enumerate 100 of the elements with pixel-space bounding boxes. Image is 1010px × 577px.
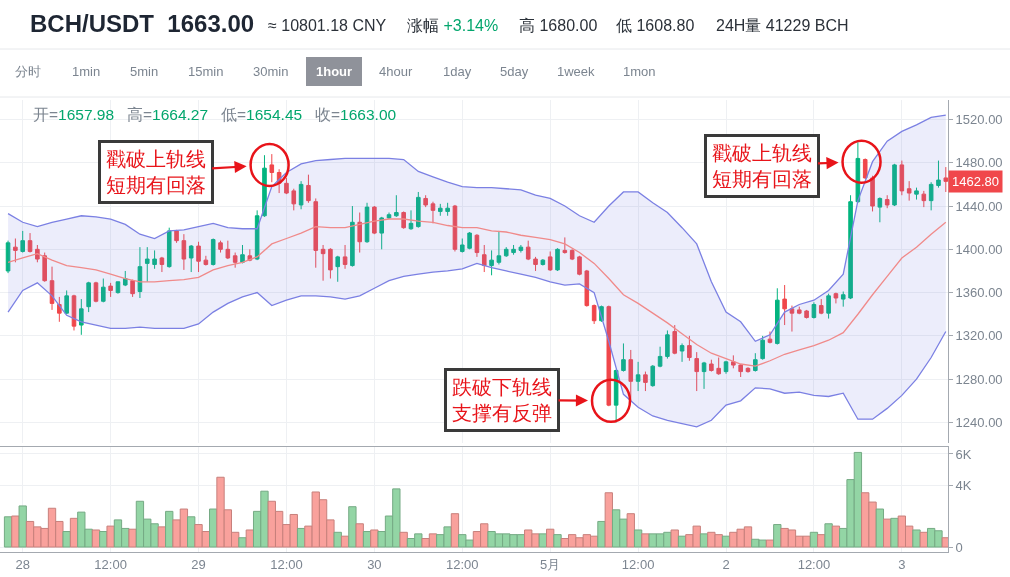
- candlestick: [569, 248, 575, 261]
- candlestick: [518, 244, 524, 254]
- candlestick: [152, 249, 157, 270]
- bar: [187, 516, 196, 548]
- candlestick: [372, 205, 377, 235]
- candlestick: [789, 305, 795, 333]
- candlestick: [335, 255, 341, 283]
- candlestick: [166, 227, 172, 269]
- bar: [699, 533, 709, 548]
- candlestick: [306, 174, 311, 204]
- y-tick-label: 1320.00: [955, 328, 1003, 344]
- text: 30min: [253, 64, 289, 79]
- candlestick: [584, 269, 590, 308]
- candlestick: [49, 266, 55, 311]
- bar: [633, 529, 643, 548]
- bar: [333, 531, 342, 548]
- y-tick-label: 1280.00: [955, 371, 1003, 387]
- text: 分时: [15, 64, 41, 79]
- text: 高 1680.00: [519, 17, 598, 34]
- candlestick: [716, 357, 721, 376]
- text: 涨幅 +3.14%: [407, 17, 499, 34]
- candlestick: [848, 194, 853, 300]
- candlestick: [218, 240, 223, 254]
- y-tick-label: 6K: [955, 446, 972, 462]
- candlestick: [562, 236, 568, 255]
- candlestick: [159, 256, 165, 273]
- x-tick-label: 12:00: [797, 556, 831, 572]
- candlestick: [738, 363, 743, 378]
- candlestick: [416, 191, 421, 229]
- y-tick-label: 1520.00: [955, 112, 1003, 128]
- candlestick: [394, 194, 399, 218]
- x-tick-label: 3: [898, 556, 906, 572]
- text: 1day: [443, 64, 472, 79]
- y-tick-label: 1400.00: [955, 241, 1003, 257]
- candlestick: [210, 238, 216, 267]
- candlestick: [5, 240, 11, 274]
- candlestick: [511, 244, 516, 256]
- candlestick: [269, 153, 275, 183]
- y-tick-label: 1440.00: [955, 198, 1003, 214]
- candlestick: [503, 246, 509, 258]
- candlestick: [284, 177, 289, 195]
- bar: [399, 531, 408, 548]
- bar: [553, 534, 562, 548]
- x-tick-label: 12:00: [446, 556, 479, 572]
- x-tick-label: 5月: [540, 556, 561, 572]
- candlestick: [826, 293, 831, 320]
- candlestick: [745, 366, 751, 374]
- y-tick-label: 0: [955, 539, 963, 555]
- bar: [18, 505, 27, 548]
- candlestick: [496, 230, 502, 265]
- candlestick: [694, 351, 700, 392]
- annotation: 开=1657.98 高=1664.27 低=1654.45 收=1663.00: [33, 106, 397, 123]
- candlestick: [555, 247, 560, 272]
- x-tick-label: 2: [722, 556, 730, 572]
- candlestick: [936, 160, 941, 189]
- candlestick: [679, 342, 685, 363]
- candlestick: [130, 279, 135, 298]
- candlestick: [591, 304, 597, 325]
- bar: [765, 539, 775, 548]
- candlestick: [467, 231, 472, 250]
- text: 1462.80: [952, 174, 999, 189]
- bar: [165, 510, 174, 548]
- bar: [670, 529, 679, 548]
- x-tick-label: 12:00: [94, 556, 127, 572]
- candlestick: [811, 301, 817, 320]
- text: 低 1608.80: [616, 17, 695, 34]
- text: 1hour: [316, 64, 353, 79]
- candlestick: [687, 335, 692, 362]
- x-tick-label: 12:00: [621, 556, 655, 572]
- candlestick: [350, 205, 355, 268]
- text: 5day: [500, 64, 529, 79]
- bar: [128, 528, 137, 548]
- candlestick: [650, 364, 656, 388]
- candlestick: [782, 284, 787, 326]
- x-tick-label: 30: [367, 556, 382, 572]
- candlestick: [928, 181, 934, 211]
- candlestick: [438, 203, 443, 217]
- y-tick-label: 1360.00: [955, 285, 1003, 301]
- x-tick-label: 12:00: [270, 556, 303, 572]
- candlestick: [540, 258, 546, 267]
- candlestick: [122, 270, 128, 287]
- bar: [450, 513, 460, 548]
- candlestick: [796, 306, 802, 315]
- line-series: [7, 262, 947, 428]
- candlestick: [423, 194, 428, 208]
- candlestick: [643, 371, 648, 392]
- bar: [890, 517, 899, 548]
- candlestick: [64, 289, 69, 315]
- bar: [355, 523, 364, 548]
- candlestick: [20, 230, 26, 254]
- candlestick: [320, 244, 326, 282]
- candlestick: [892, 163, 897, 207]
- y-tick-label: 1480.00: [955, 155, 1003, 171]
- candlestick: [481, 244, 487, 273]
- candlestick: [79, 298, 84, 336]
- candlestick: [525, 240, 531, 261]
- candlestick: [818, 298, 824, 315]
- text: ≈ 10801.18 CNY: [268, 17, 387, 34]
- candlestick: [804, 309, 809, 320]
- candlestick: [914, 187, 919, 201]
